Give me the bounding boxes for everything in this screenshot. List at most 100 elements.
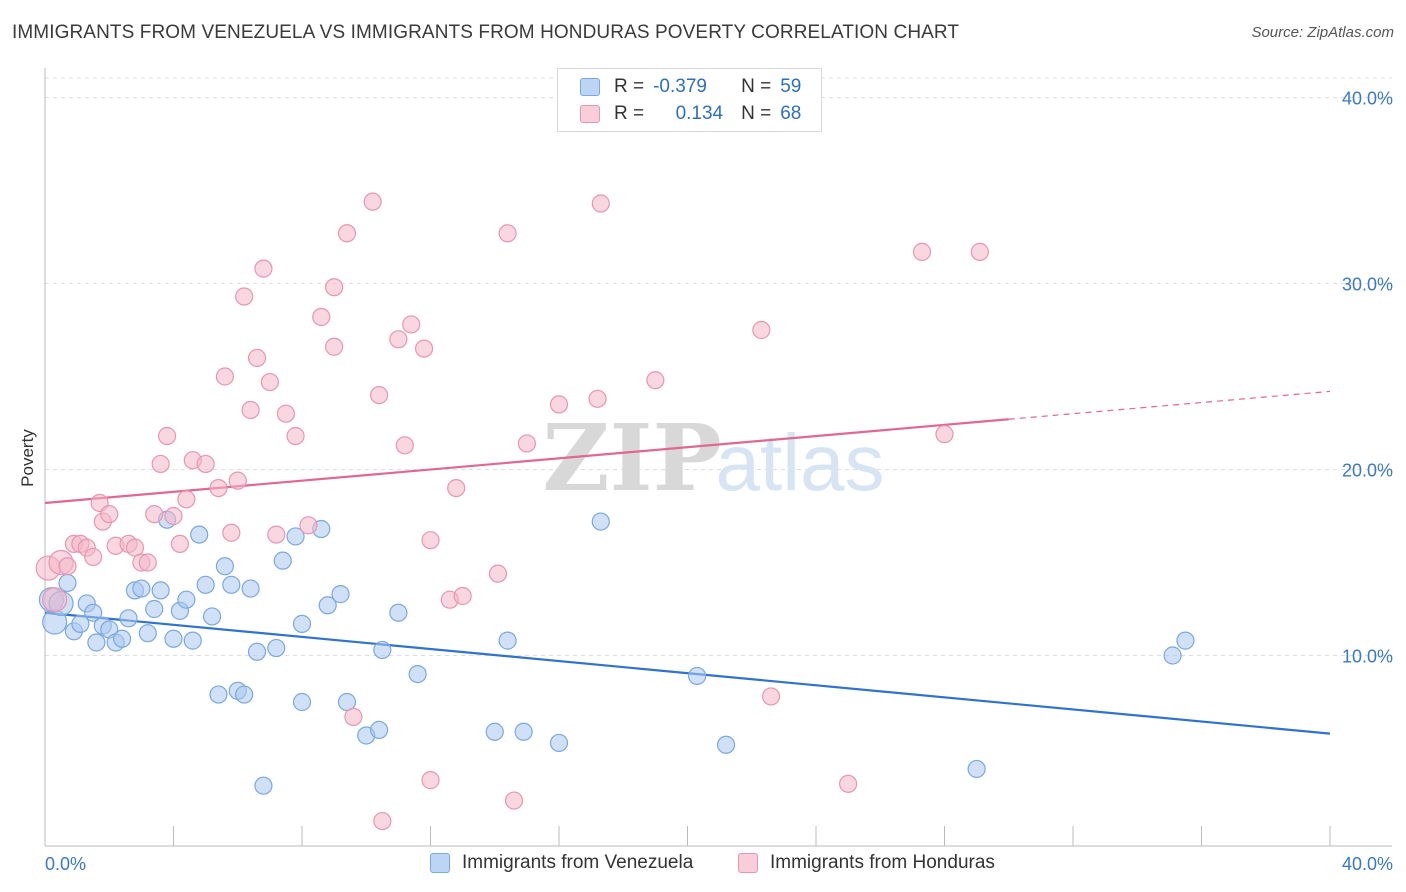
honduras-point (286, 426, 305, 446)
honduras-point (164, 506, 183, 526)
venezuela-point (273, 551, 292, 570)
honduras-point (488, 564, 508, 583)
correlation-legend: R = -0.379 N = 59 R = 0.134 N = 68 (557, 68, 822, 132)
legend-row-honduras: R = 0.134 N = 68 (580, 102, 801, 126)
honduras-point (254, 259, 273, 278)
venezuela-point (222, 575, 241, 594)
honduras-point (588, 389, 607, 408)
venezuela-point (1176, 631, 1195, 650)
legend-n-value-2: 68 (780, 103, 802, 124)
honduras-point (504, 791, 524, 810)
honduras-point (591, 194, 610, 213)
venezuela-point (202, 607, 222, 626)
honduras-point (517, 434, 536, 453)
honduras-point (395, 436, 414, 455)
venezuela-point (138, 624, 157, 643)
honduras-point (370, 386, 389, 405)
trend-line-venezuela (44, 611, 1331, 735)
honduras-point (421, 531, 440, 550)
legend-item-venezuela[interactable]: Immigrants from Venezuela (430, 852, 693, 874)
honduras-point (912, 242, 932, 261)
honduras-point (247, 348, 267, 367)
honduras-point (241, 400, 260, 420)
legend-r-value-1: -0.379 (653, 76, 707, 97)
venezuela-point (177, 590, 196, 609)
venezuela-point (498, 631, 517, 650)
venezuela-point (112, 629, 132, 648)
legend-n-value-1: 59 (780, 76, 802, 97)
honduras-point (373, 811, 392, 831)
honduras-point (170, 534, 190, 554)
venezuela-point (485, 722, 504, 741)
venezuela-point (591, 512, 610, 531)
venezuela-point (318, 596, 337, 615)
honduras-point (145, 505, 164, 524)
venezuela-point (514, 722, 533, 741)
venezuela-point (215, 557, 234, 576)
honduras-point (276, 404, 296, 423)
honduras-point (215, 367, 234, 386)
venezuela-point (267, 638, 286, 658)
venezuela-point (164, 629, 183, 648)
honduras-point (312, 307, 331, 327)
honduras-point (222, 523, 241, 542)
venezuela-point (132, 579, 151, 598)
venezuela-point (286, 527, 305, 546)
honduras-point (752, 320, 771, 340)
trend-line-extension (1008, 390, 1331, 420)
honduras-point (228, 471, 247, 490)
y-axis-label: Poverty (18, 429, 37, 487)
legend-n-label-1: N = (741, 76, 772, 97)
honduras-point (235, 287, 254, 306)
honduras-point (453, 586, 472, 606)
venezuela-point (716, 735, 736, 754)
honduras-point (447, 479, 466, 498)
legend-r-label-1: R = (614, 76, 645, 97)
venezuela-point (190, 525, 209, 544)
honduras-point (151, 454, 170, 474)
venezuela-point (967, 759, 986, 779)
venezuela-point (1163, 646, 1182, 665)
honduras-point (196, 454, 215, 474)
x-tick-label-min: 0.0% (45, 854, 86, 874)
venezuela-point (196, 575, 215, 594)
y-tick-label: 30.0% (1342, 275, 1393, 295)
honduras-point (549, 395, 569, 414)
honduras-point (157, 426, 177, 446)
chart-title: IMMIGRANTS FROM VENEZUELA VS IMMIGRANTS … (12, 22, 960, 43)
venezuela-point (370, 720, 389, 740)
honduras-point (84, 547, 103, 567)
venezuela-point (292, 614, 312, 633)
honduras-point (42, 587, 68, 613)
y-tick-label: 10.0% (1342, 647, 1393, 667)
venezuela-point (209, 685, 228, 704)
honduras-point (498, 224, 517, 243)
blue-swatch (580, 78, 600, 96)
venezuela-point (549, 733, 569, 753)
venezuela-point (408, 664, 427, 684)
venezuela-point (235, 685, 254, 704)
pink-swatch (580, 105, 600, 123)
honduras-point (646, 371, 665, 390)
trend-line-honduras (44, 418, 1009, 505)
honduras-point (970, 242, 989, 261)
honduras-point (100, 505, 119, 524)
honduras-point (325, 337, 344, 356)
honduras-point (761, 687, 781, 706)
legend-item-honduras[interactable]: Immigrants from Honduras (738, 852, 995, 874)
honduras-point (363, 192, 382, 211)
venezuela-point (87, 633, 106, 652)
series-legend: Immigrants from Venezuela Immigrants fro… (0, 852, 1406, 878)
y-tick-label: 20.0% (1342, 461, 1393, 481)
venezuela-point (688, 666, 707, 686)
legend-n-label-2: N = (741, 103, 772, 124)
venezuela-point (145, 599, 164, 619)
honduras-point (344, 707, 363, 726)
venezuela-point (254, 776, 273, 795)
honduras-point (177, 490, 196, 509)
honduras-point (267, 525, 286, 544)
venezuela-point (119, 609, 138, 628)
venezuela-point (241, 579, 260, 598)
honduras-point (389, 330, 408, 349)
